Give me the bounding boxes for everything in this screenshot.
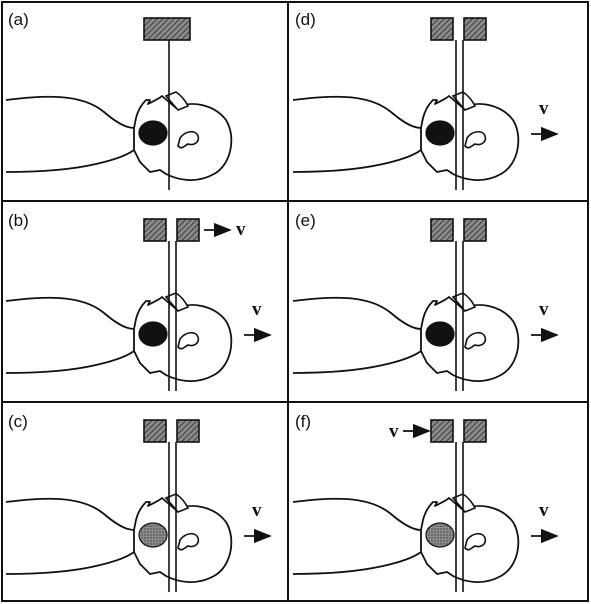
panel-c: (c) v: [5, 412, 272, 592]
panels: (a) (b) v v (c) v (d) v (e) v (f) v v: [5, 10, 559, 592]
panel-label: (a): [8, 10, 29, 29]
beam-source-block-right: [463, 17, 487, 41]
body-velocity-label: v: [252, 299, 262, 320]
body-outline: [292, 95, 422, 173]
body-outline: [292, 497, 422, 575]
panel-label: (d): [295, 10, 316, 29]
beam-velocity-label: v: [236, 219, 246, 240]
tumor-region: [138, 321, 168, 347]
body-velocity-label: v: [539, 299, 549, 320]
panel-label: (f): [295, 412, 311, 431]
beam-source-block-left: [430, 218, 454, 242]
head-outline: [420, 95, 520, 181]
panel-b: (b) v v: [5, 211, 272, 391]
ear-icon: [464, 532, 487, 551]
panel-e: (e) v: [292, 211, 559, 391]
panel-label: (b): [8, 211, 29, 230]
tumor-region: [138, 120, 168, 146]
head-outline: [133, 296, 233, 382]
beam-source-block-right: [463, 218, 487, 242]
panel-f: (f) v v: [292, 412, 559, 592]
ear-icon: [464, 130, 487, 149]
body-outline: [5, 497, 135, 575]
body-outline: [5, 296, 135, 374]
head-outline: [420, 497, 520, 583]
ear-icon: [177, 532, 200, 551]
panel-d: (d) v: [292, 10, 559, 190]
beam-source-block: [143, 17, 191, 41]
body-velocity-label: v: [539, 98, 549, 119]
ear-icon: [464, 331, 487, 350]
panel-label: (e): [295, 211, 316, 230]
ear-icon: [177, 331, 200, 350]
tumor-region: [425, 522, 455, 548]
tumor-region: [138, 522, 168, 548]
beam-source-block-left: [430, 17, 454, 41]
tumor-region: [425, 120, 455, 146]
beam-source-block-left: [430, 419, 454, 443]
beam-source-block-left: [143, 419, 167, 443]
nose-feature: [164, 91, 190, 111]
beam-source-block-left: [143, 218, 167, 242]
head-outline: [133, 497, 233, 583]
panel-a: (a): [5, 10, 233, 190]
body-outline: [5, 95, 135, 173]
body-velocity-label: v: [539, 500, 549, 521]
panel-label: (c): [8, 412, 28, 431]
body-velocity-label: v: [252, 500, 262, 521]
tumor-region: [425, 321, 455, 347]
beam-source-block-right: [463, 419, 487, 443]
ear-icon: [177, 130, 200, 149]
beam-source-block-right: [176, 218, 200, 242]
head-outline: [133, 95, 233, 181]
beam-source-block-right: [176, 419, 200, 443]
beam-velocity-label: v: [389, 421, 399, 442]
head-outline: [420, 296, 520, 382]
body-outline: [292, 296, 422, 374]
